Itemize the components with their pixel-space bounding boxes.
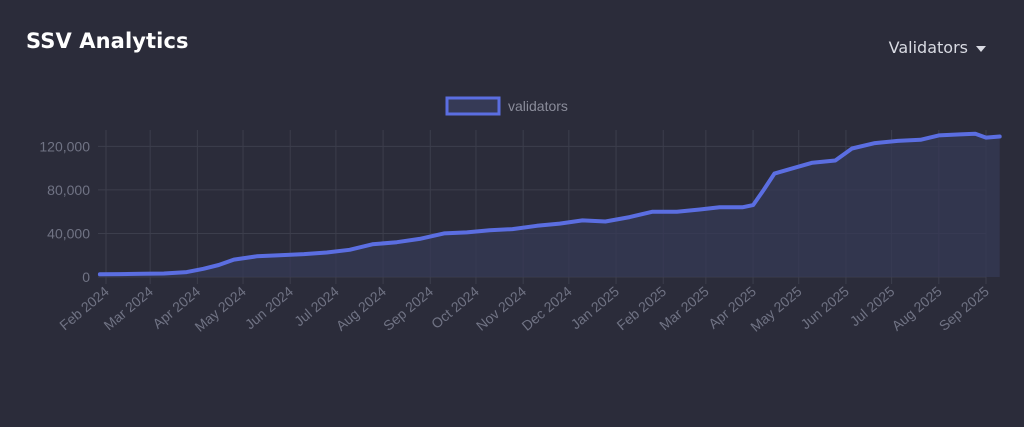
x-tick-label: Aug 2025 <box>889 283 945 334</box>
x-tick-label: Nov 2024 <box>473 283 529 334</box>
legend-label-validators: validators <box>508 98 568 114</box>
x-tick-label: Oct 2024 <box>428 283 482 332</box>
metric-dropdown-label: Validators <box>888 38 968 57</box>
y-axis: 0 40,000 80,000 120,000 <box>39 138 90 285</box>
chevron-down-icon <box>976 45 986 52</box>
y-tick-label: 80,000 <box>47 182 90 198</box>
y-tick-label: 40,000 <box>47 225 90 241</box>
legend-swatch-validators <box>445 96 501 116</box>
x-tick-label: Jun 2024 <box>242 283 297 332</box>
x-tick-label: Aug 2024 <box>333 283 389 334</box>
x-tick-label: Jun 2025 <box>797 283 852 332</box>
x-tick-label: Dec 2024 <box>519 283 575 334</box>
x-tick-label: Sep 2025 <box>936 283 992 334</box>
x-tick-label: Sep 2024 <box>380 283 436 334</box>
y-tick-label: 120,000 <box>39 138 90 154</box>
x-tick-label: May 2025 <box>747 283 805 335</box>
chart-legend[interactable]: validators <box>445 96 568 116</box>
x-tick-label: May 2024 <box>192 283 250 335</box>
x-tick-label: Mar 2024 <box>100 283 156 333</box>
validators-line <box>97 131 1002 277</box>
page-title: SSV Analytics <box>26 29 189 53</box>
x-tick-label: Jan 2025 <box>568 283 623 332</box>
metric-dropdown[interactable]: Validators <box>889 38 986 57</box>
validators-area <box>99 133 1000 277</box>
y-tick-label: 0 <box>82 269 90 285</box>
